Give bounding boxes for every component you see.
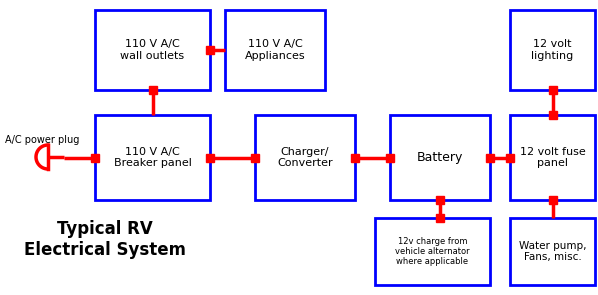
Bar	[548, 86, 557, 94]
Bar	[390, 115, 490, 200]
Bar	[386, 153, 394, 161]
Bar	[148, 86, 157, 94]
Bar	[95, 115, 210, 200]
Bar	[255, 115, 355, 200]
Text: Water pump,
Fans, misc.: Water pump, Fans, misc.	[518, 241, 586, 262]
Text: 110 V A/C
Breaker panel: 110 V A/C Breaker panel	[114, 147, 191, 168]
Text: 12v charge from
vehicle alternator
where applicable: 12v charge from vehicle alternator where…	[395, 237, 470, 266]
Bar	[206, 153, 214, 161]
Bar	[225, 10, 325, 90]
Text: Battery: Battery	[417, 151, 463, 164]
Bar	[510, 10, 595, 90]
Bar	[91, 153, 99, 161]
Text: 110 V A/C
wall outlets: 110 V A/C wall outlets	[120, 39, 185, 61]
Text: 12 volt
lighting: 12 volt lighting	[532, 39, 573, 61]
Bar	[206, 46, 214, 54]
Text: Charger/
Converter: Charger/ Converter	[277, 147, 333, 168]
Text: A/C power plug: A/C power plug	[5, 135, 80, 145]
Text: 110 V A/C
Appliances: 110 V A/C Appliances	[245, 39, 306, 61]
Text: 12 volt fuse
panel: 12 volt fuse panel	[520, 147, 585, 168]
Bar	[548, 196, 557, 204]
Bar	[436, 214, 444, 222]
Bar	[375, 218, 490, 285]
Bar	[506, 153, 514, 161]
Bar	[436, 196, 444, 204]
Bar	[251, 153, 259, 161]
Bar	[486, 153, 494, 161]
Bar	[510, 218, 595, 285]
Text: Typical RV
Electrical System: Typical RV Electrical System	[24, 220, 186, 259]
Bar	[510, 115, 595, 200]
Bar	[548, 111, 557, 119]
Bar	[351, 153, 359, 161]
Bar	[95, 10, 210, 90]
